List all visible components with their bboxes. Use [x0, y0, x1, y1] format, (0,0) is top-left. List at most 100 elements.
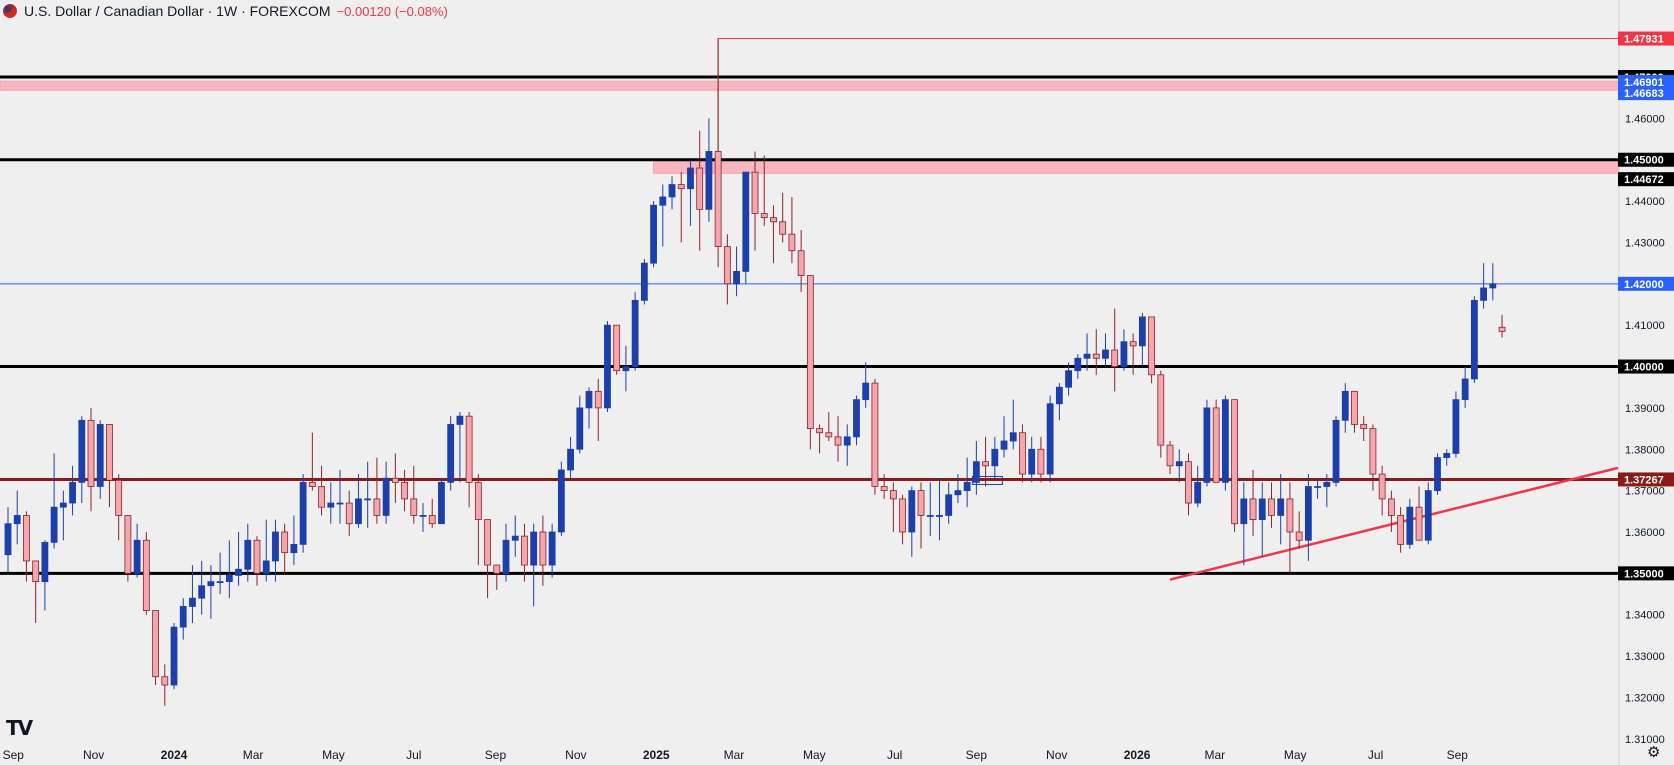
y-tick-label: 1.46000	[1625, 113, 1665, 125]
candle	[926, 482, 934, 537]
candle	[69, 465, 76, 516]
candle	[1323, 474, 1331, 508]
candle	[1102, 333, 1109, 367]
candle-body	[106, 424, 113, 481]
candle	[1185, 453, 1192, 516]
candle-body	[1065, 370, 1072, 388]
candle-body	[1461, 378, 1469, 401]
candle	[401, 469, 408, 512]
candle-body	[170, 626, 178, 686]
candle	[982, 436, 989, 487]
candle	[299, 474, 307, 553]
candle-body	[216, 581, 224, 584]
candle-body	[207, 581, 215, 587]
candle	[161, 664, 169, 706]
candle-body	[1387, 498, 1395, 516]
candle-body	[23, 515, 30, 562]
candle-body	[889, 490, 897, 500]
candle	[382, 461, 390, 524]
x-tick-label: 2025	[643, 748, 670, 762]
candle-body	[1092, 353, 1100, 359]
candle-body	[613, 324, 621, 372]
x-tick-label: Nov	[565, 748, 586, 762]
candle-body	[87, 419, 95, 487]
candle	[622, 345, 630, 392]
candle	[1166, 440, 1174, 475]
candle	[327, 482, 335, 524]
candle	[880, 474, 888, 499]
x-tick-label: May	[322, 748, 345, 762]
candle-body	[253, 539, 261, 574]
candle	[244, 523, 252, 582]
candle	[1498, 314, 1506, 338]
candle	[1157, 370, 1165, 458]
candle	[262, 519, 270, 582]
x-tick-label: Sep	[485, 748, 507, 762]
y-tick-label: 1.32000	[1625, 692, 1665, 704]
candle	[659, 184, 667, 247]
candle	[4, 507, 12, 574]
candle	[945, 482, 953, 524]
candle	[336, 469, 344, 524]
y-tick-label: 1.36000	[1625, 527, 1665, 539]
candle-body	[539, 531, 547, 566]
candle	[567, 436, 574, 479]
candle	[825, 412, 833, 441]
candle	[355, 474, 362, 528]
candle-body	[723, 246, 731, 285]
candle	[889, 482, 897, 532]
candle	[733, 246, 740, 297]
x-tick-label: Mar	[243, 748, 264, 762]
candle	[1397, 507, 1404, 553]
candle	[963, 457, 971, 508]
candle	[59, 490, 67, 541]
candle-body	[1175, 461, 1183, 467]
candle	[290, 515, 298, 566]
candle	[1065, 362, 1072, 396]
candle-body	[622, 366, 630, 372]
axes: 1.31000 1.32000 1.33000 1.34000 1.35000 1.360…	[3, 0, 1674, 765]
candle-body	[963, 481, 971, 492]
candle	[207, 565, 215, 619]
x-tick-label: Sep	[966, 748, 988, 762]
gear-icon[interactable]: ⚙	[1647, 743, 1661, 761]
candle	[474, 474, 482, 566]
candle-body	[1470, 299, 1478, 380]
candle-body	[1166, 444, 1174, 467]
candle-body	[742, 171, 750, 272]
x-tick-label: Sep	[3, 748, 25, 762]
candle-body	[1295, 531, 1303, 541]
y-tick-label: 1.34000	[1625, 610, 1665, 622]
candle-body	[972, 461, 980, 483]
candle-body	[484, 519, 491, 566]
candle-body	[1102, 349, 1109, 359]
zone-tag-a-bg	[1618, 74, 1674, 89]
candle	[345, 490, 353, 537]
candle-body	[936, 515, 943, 517]
candle	[96, 420, 104, 499]
candle	[557, 461, 565, 537]
candle	[936, 478, 943, 541]
candle-body	[50, 506, 58, 543]
tradingview-logo-icon[interactable]: TV	[6, 716, 33, 740]
candle-body	[1258, 498, 1266, 520]
candle	[1175, 449, 1183, 483]
candle-body	[1443, 453, 1451, 458]
x-tick-label: Jul	[887, 748, 902, 762]
candle	[604, 321, 611, 413]
candle-body	[1489, 283, 1497, 289]
candle	[1221, 395, 1229, 491]
candle-body	[585, 390, 593, 409]
x-tick-label: May	[803, 748, 826, 762]
candle	[179, 598, 187, 640]
symbol-title[interactable]: U.S. Dollar / Canadian Dollar · 1W · FOR…	[24, 3, 331, 19]
candle-body	[1055, 386, 1063, 405]
candle-body	[13, 515, 21, 525]
x-tick-label: Sep	[1447, 748, 1469, 762]
horizontal-levels	[0, 38, 1618, 575]
candle	[438, 478, 445, 525]
candle-body	[152, 610, 159, 678]
candle	[1489, 263, 1497, 301]
candle-body	[308, 481, 316, 487]
